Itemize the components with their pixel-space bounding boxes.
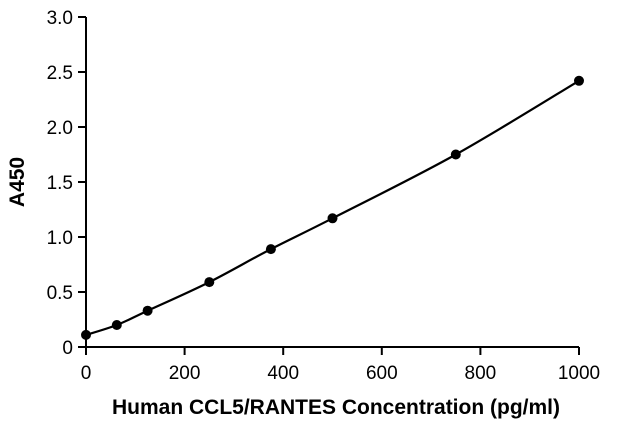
y-axis-ticks: 0 0.5 1.0 1.5 2.0 2.5 3.0 — [47, 8, 86, 359]
data-point — [574, 75, 584, 86]
x-tick-label: 600 — [366, 363, 398, 384]
x-tick-label: 0 — [81, 363, 92, 384]
y-tick-label: 1.0 — [47, 228, 73, 249]
y-tick-label: 0.5 — [47, 283, 73, 304]
data-point — [142, 305, 153, 316]
fit-curve — [85, 79, 580, 336]
x-axis-ticks: 0 200 400 600 800 1000 — [81, 347, 600, 384]
data-points — [81, 75, 584, 340]
y-tick-label: 1.5 — [47, 173, 73, 194]
y-tick-label: 3.0 — [47, 8, 73, 29]
data-point — [265, 244, 276, 255]
x-tick-label: 800 — [465, 363, 497, 384]
x-axis-title: Human CCL5/RANTES Concentration (pg/ml) — [112, 396, 560, 419]
y-tick-label: 2.0 — [47, 118, 73, 139]
data-point — [327, 213, 338, 224]
data-point — [204, 277, 215, 288]
data-point — [111, 320, 122, 330]
data-point — [450, 149, 461, 160]
y-tick-label: 2.5 — [47, 63, 73, 84]
x-tick-label: 200 — [169, 363, 201, 384]
x-tick-label: 400 — [267, 363, 299, 384]
x-tick-label: 1000 — [558, 363, 600, 384]
data-point — [81, 329, 91, 340]
y-axis-title: A450 — [6, 157, 29, 207]
y-tick-label: 0 — [62, 338, 73, 359]
